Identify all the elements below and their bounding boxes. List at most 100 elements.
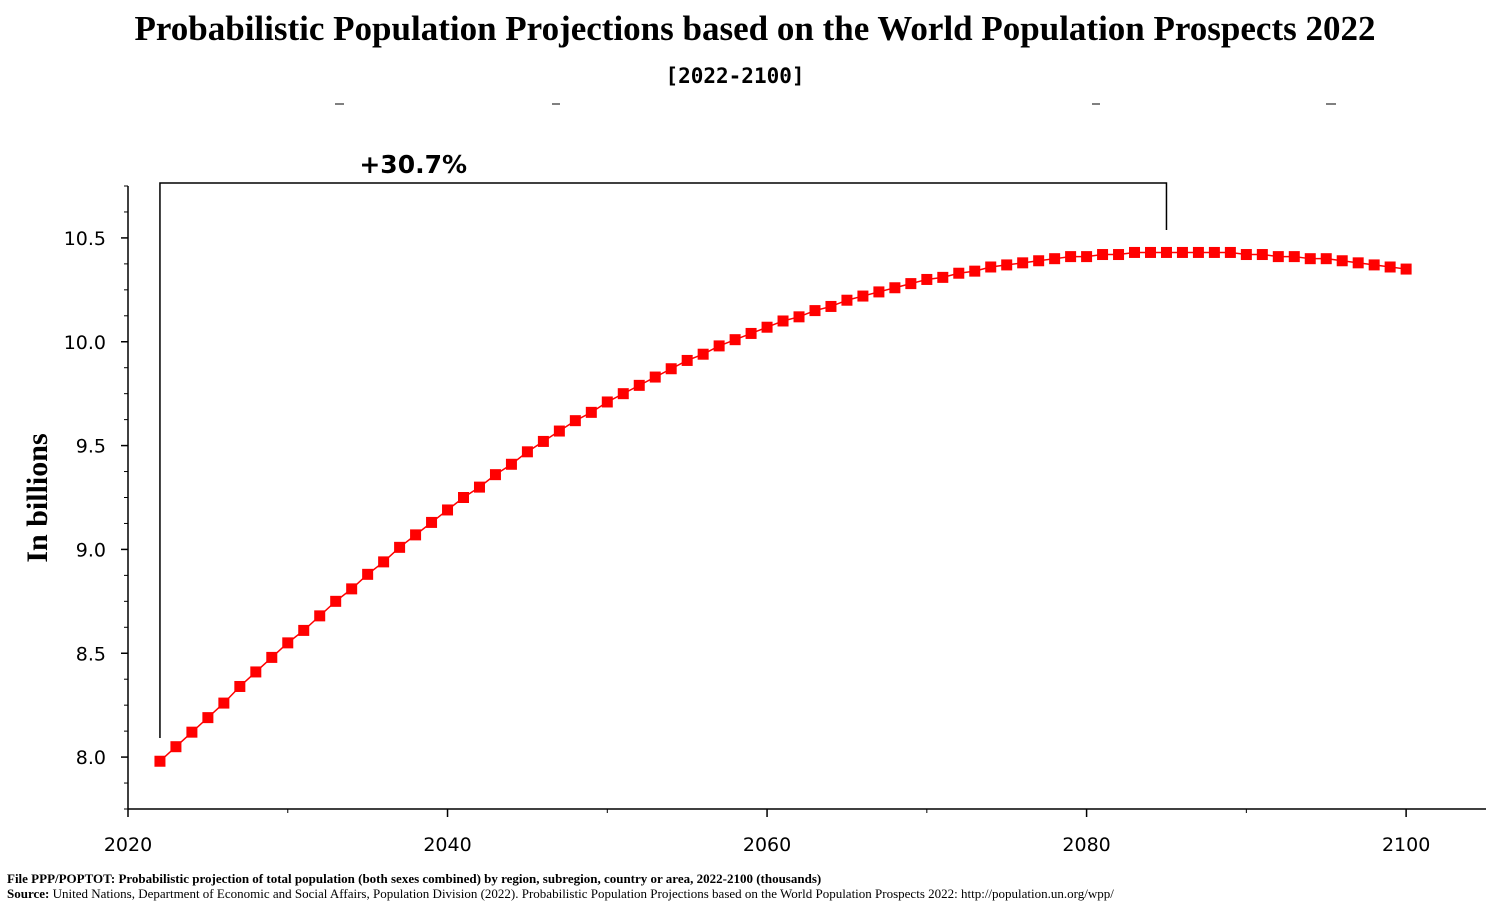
footer-file-label: File PPP/POPTOT: [7, 871, 116, 886]
x-tick-label: 2100 [1382, 834, 1430, 856]
data-point [394, 541, 406, 553]
data-point [953, 267, 965, 279]
data-point [569, 415, 581, 427]
x-tick-label: 2060 [743, 834, 791, 856]
y-tick-label: 9.5 [76, 436, 106, 458]
data-point [1384, 261, 1396, 273]
data-point [266, 651, 278, 663]
y-axis-label: In billions [21, 433, 54, 562]
footer-source-text: United Nations, Department of Economic a… [52, 886, 1114, 901]
data-point [202, 712, 214, 724]
data-point [1001, 259, 1013, 271]
data-point [1065, 251, 1077, 263]
y-tick-label: 10.0 [64, 332, 106, 354]
data-point [1192, 246, 1204, 258]
data-point [809, 305, 821, 317]
footer-source-label: Source: [7, 886, 50, 901]
data-point [713, 340, 725, 352]
data-point [298, 624, 310, 636]
data-point [1097, 249, 1109, 261]
data-point [378, 556, 390, 568]
data-point [1224, 246, 1236, 258]
data-point [873, 286, 885, 298]
data-point [1160, 246, 1172, 258]
footer-file-text: Probabilistic projection of total popula… [118, 871, 822, 886]
data-point [473, 481, 485, 493]
data-point [170, 741, 182, 753]
x-tick-label: 2020 [104, 834, 152, 856]
data-point [1017, 257, 1029, 269]
data-point [314, 610, 326, 622]
data-point [937, 271, 949, 283]
data-point [601, 396, 613, 408]
data-point [905, 278, 917, 290]
x-ticks: 2020 2040 2060 2080 2100 [104, 809, 1430, 856]
footer-source-note: Source: United Nations, Department of Ec… [7, 886, 1114, 902]
data-point [1256, 249, 1268, 261]
data-point [585, 406, 597, 418]
data-point [1272, 251, 1284, 263]
data-point [218, 697, 230, 709]
data-point [346, 583, 358, 595]
growth-annotation-label: +30.7% [359, 150, 467, 179]
data-point [1129, 246, 1141, 258]
data-point [282, 637, 294, 649]
data-point [681, 354, 693, 366]
data-point [889, 282, 901, 294]
data-point [633, 379, 645, 391]
data-point [825, 300, 837, 312]
data-point [1352, 257, 1364, 269]
data-point [553, 425, 565, 437]
data-point [442, 504, 454, 516]
data-point [154, 755, 166, 767]
y-tick-label: 8.5 [76, 643, 106, 665]
x-tick-label: 2080 [1062, 834, 1110, 856]
data-point [1320, 253, 1332, 265]
data-point [250, 666, 262, 678]
data-point [793, 311, 805, 323]
x-tick-label: 2040 [423, 834, 471, 856]
data-point [697, 348, 709, 360]
data-point [1208, 246, 1220, 258]
data-point [761, 321, 773, 333]
data-point [1113, 249, 1125, 261]
data-point [921, 273, 933, 285]
y-tick-label: 10.5 [64, 228, 106, 250]
data-point [729, 334, 741, 346]
chart-subtitle: [2022-2100] [665, 64, 804, 88]
data-point [617, 388, 629, 400]
data-point [489, 469, 501, 481]
data-point [985, 261, 997, 273]
data-point [841, 294, 853, 306]
data-point [362, 568, 374, 580]
data-point [537, 435, 549, 447]
data-point [234, 680, 246, 692]
chart-title: Probabilistic Population Projections bas… [135, 9, 1376, 48]
series-group [154, 246, 1412, 767]
y-ticks: 8.0 8.5 9.0 9.5 10.0 10.5 [64, 185, 128, 810]
data-point [505, 458, 517, 470]
data-point [426, 516, 438, 528]
y-tick-label: 9.0 [76, 539, 106, 561]
growth-annotation: +30.7% [159, 150, 1168, 738]
data-point [1304, 253, 1316, 265]
population-chart: Probabilistic Population Projections bas… [21, 9, 1486, 856]
data-point [1400, 263, 1412, 275]
footer-file-note: File PPP/POPTOT: Probabilistic projectio… [7, 871, 821, 887]
growth-bracket [159, 182, 1168, 738]
series-line [159, 251, 1407, 762]
data-point [1081, 251, 1093, 263]
data-point [186, 726, 198, 738]
data-point [1033, 255, 1045, 267]
data-point [1288, 251, 1300, 263]
data-point [969, 265, 981, 277]
data-point [857, 290, 869, 302]
data-point [665, 363, 677, 375]
data-point [1144, 246, 1156, 258]
data-point [1049, 253, 1061, 265]
data-point [1368, 259, 1380, 271]
data-point [1176, 246, 1188, 258]
data-point [1336, 255, 1348, 267]
data-point [521, 446, 533, 458]
data-point [410, 529, 422, 541]
